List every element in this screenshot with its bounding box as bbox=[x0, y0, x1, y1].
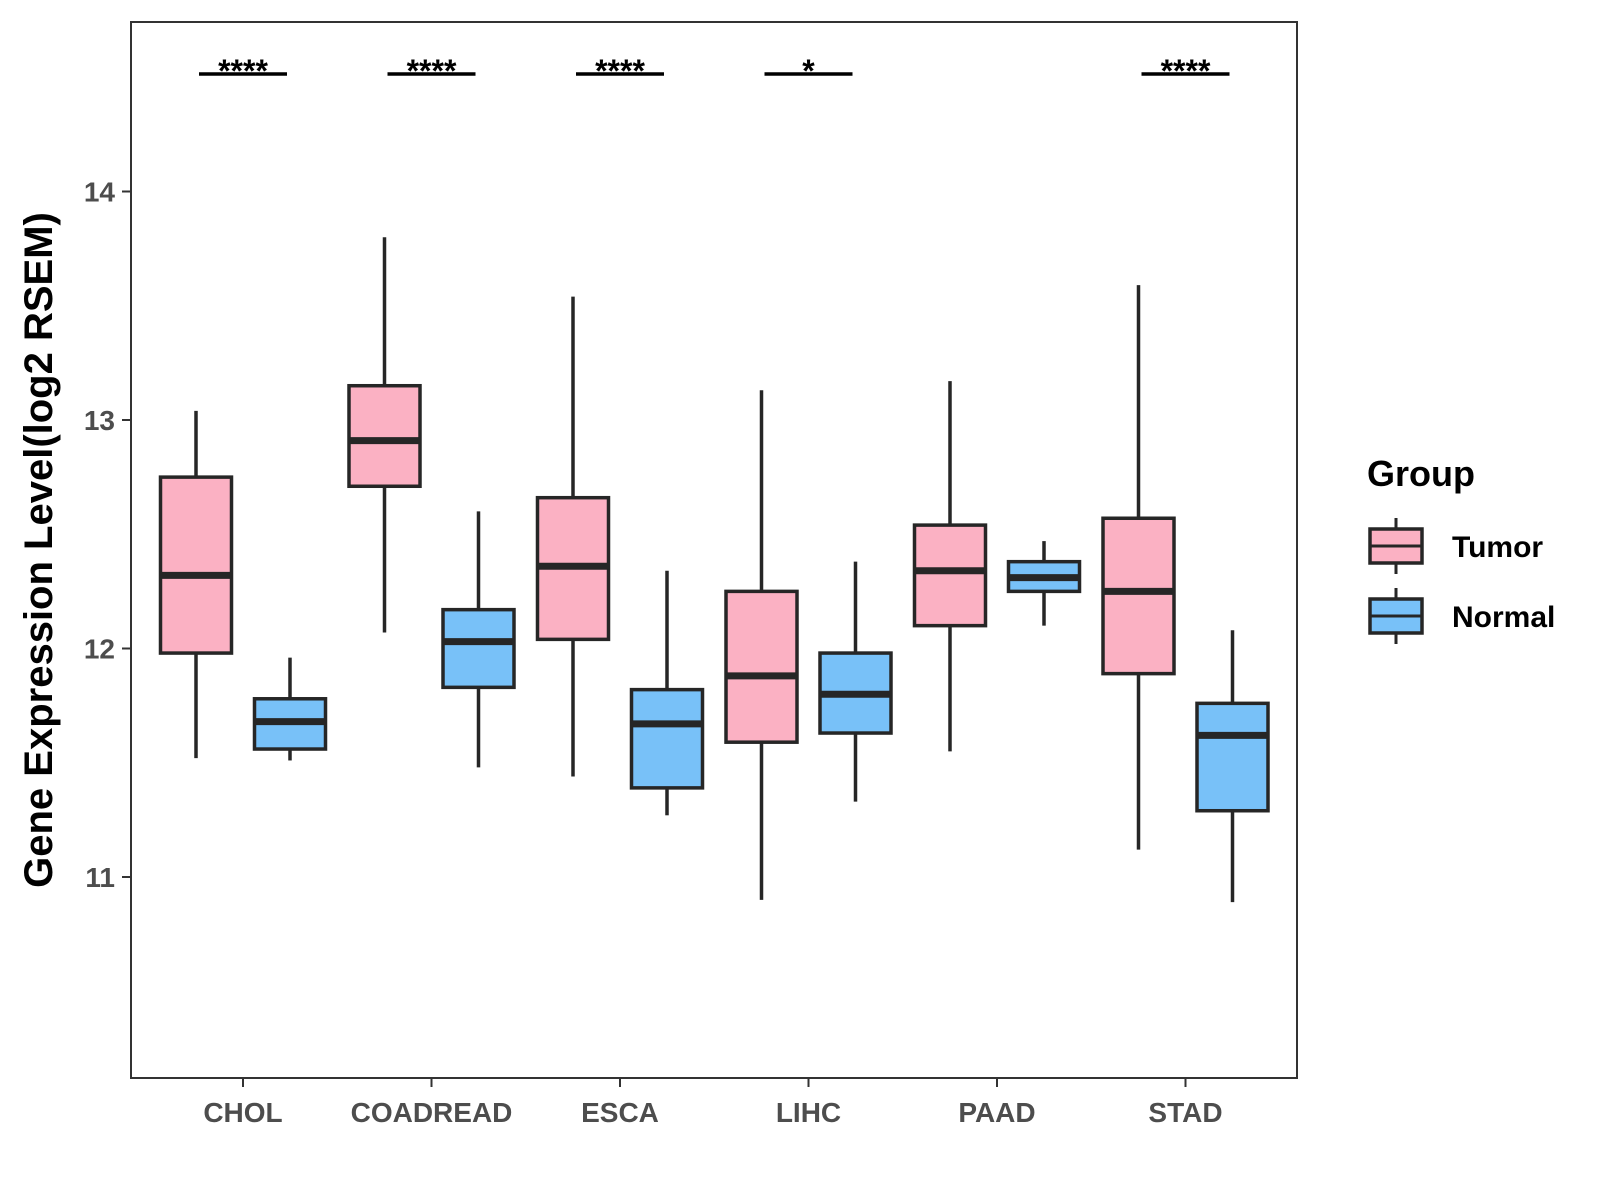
box-body bbox=[724, 589, 799, 744]
legend-label: Normal bbox=[1452, 601, 1555, 634]
significance-label: **** bbox=[407, 53, 457, 89]
x-tick-label-stad: STAD bbox=[1148, 1097, 1222, 1128]
box-normal-paad bbox=[1006, 541, 1082, 626]
x-tick-label-lihc: LIHC bbox=[776, 1097, 841, 1128]
box-normal-lihc bbox=[818, 561, 893, 802]
significance-label: **** bbox=[218, 53, 268, 89]
box-series bbox=[158, 237, 1270, 903]
significance-annotations: **** **** **** * **** bbox=[199, 53, 1230, 89]
box-body bbox=[158, 475, 234, 655]
box-body bbox=[629, 687, 705, 790]
x-tick-label-paad: PAAD bbox=[958, 1097, 1035, 1128]
legend-title: Group bbox=[1367, 453, 1475, 494]
y-axis: 11 12 13 14 bbox=[84, 177, 131, 893]
legend-label: Tumor bbox=[1452, 531, 1543, 564]
significance-label: **** bbox=[1161, 53, 1211, 89]
y-tick-label: 13 bbox=[84, 405, 115, 436]
box-body bbox=[441, 607, 516, 690]
significance-label: **** bbox=[595, 53, 645, 89]
y-tick-label: 14 bbox=[84, 177, 116, 208]
box-tumor-coadread bbox=[347, 237, 422, 633]
box-tumor-stad bbox=[1101, 285, 1176, 850]
box-normal-esca bbox=[629, 570, 705, 816]
box-tumor-lihc bbox=[724, 390, 799, 900]
x-tick-label-chol: CHOL bbox=[203, 1097, 282, 1128]
x-tick-label-esca: ESCA bbox=[581, 1097, 659, 1128]
box-tumor-esca bbox=[535, 296, 611, 777]
panel-border bbox=[130, 21, 1298, 1079]
x-axis: CHOL COADREAD ESCA LIHC PAAD STAD bbox=[203, 1078, 1223, 1128]
box-tumor-chol bbox=[158, 410, 234, 759]
box-body bbox=[1101, 516, 1176, 676]
y-axis-title: Gene Expression Level(log2 RSEM) bbox=[17, 212, 61, 888]
box-normal-chol bbox=[252, 657, 328, 761]
legend: Group Tumor Normal bbox=[1367, 453, 1555, 644]
box-body bbox=[912, 523, 988, 628]
x-tick-label-coadread: COADREAD bbox=[351, 1097, 513, 1128]
significance-label: * bbox=[802, 53, 815, 89]
y-tick-label: 12 bbox=[84, 634, 115, 665]
legend-item-tumor: Tumor bbox=[1368, 518, 1543, 574]
legend-item-normal: Normal bbox=[1368, 588, 1555, 644]
box-body bbox=[1195, 701, 1270, 813]
box-tumor-paad bbox=[912, 381, 988, 752]
box-normal-coadread bbox=[441, 511, 516, 768]
box-normal-stad bbox=[1195, 630, 1270, 903]
box-body bbox=[347, 383, 422, 489]
y-tick-label: 11 bbox=[85, 862, 115, 893]
